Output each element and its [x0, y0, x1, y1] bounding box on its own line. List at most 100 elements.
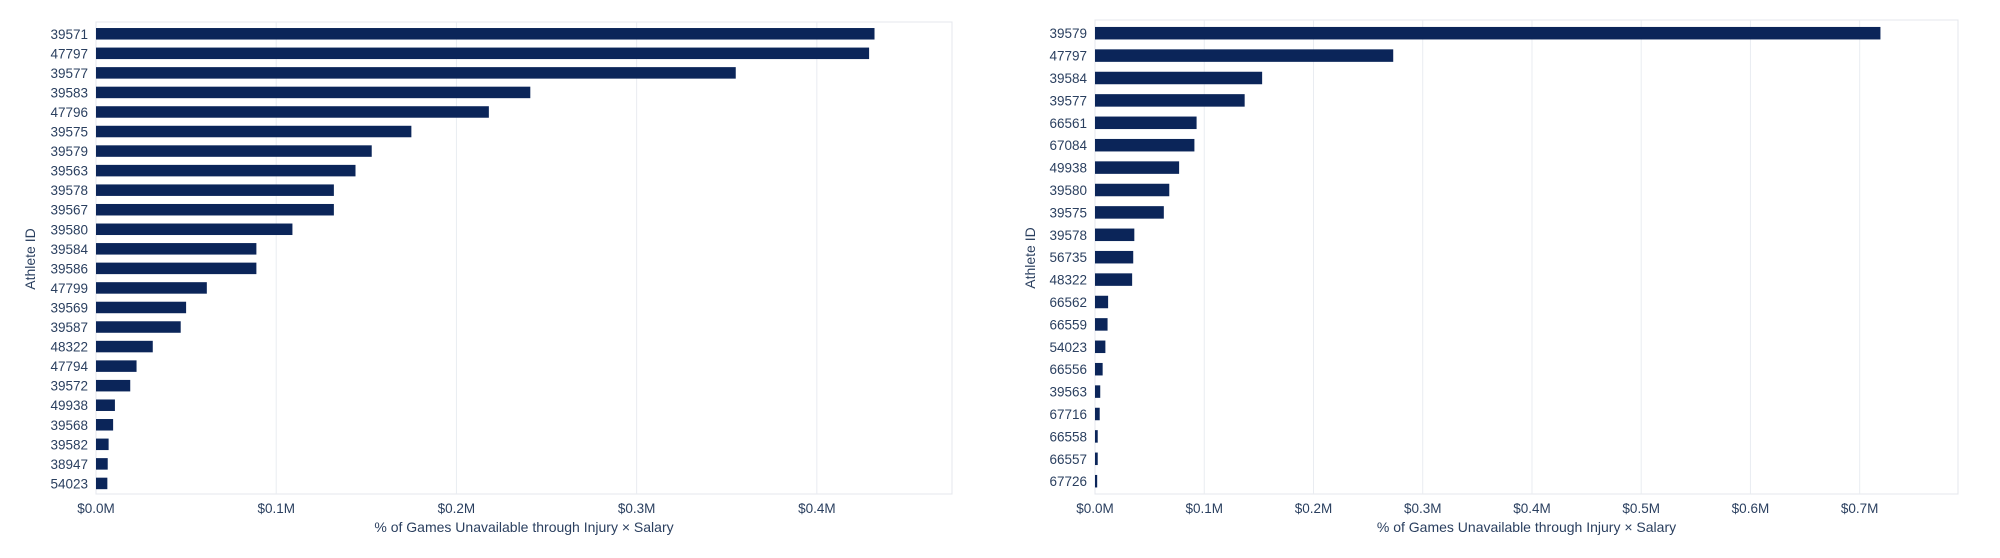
y-tick-label: 39582: [50, 437, 88, 452]
bar: [96, 67, 736, 79]
bar: [1095, 138, 1195, 152]
bar: [96, 106, 489, 118]
bar: [96, 28, 875, 40]
bar: [96, 47, 870, 60]
y-tick-label: 39584: [50, 242, 88, 257]
bar: [1095, 228, 1135, 242]
y-tick-label: 39563: [1049, 385, 1087, 400]
bar: [1095, 94, 1245, 107]
bar: [96, 125, 412, 138]
y-tick-label: 49938: [50, 398, 88, 413]
bar: [96, 86, 531, 99]
y-tick-label: 39580: [1049, 183, 1087, 198]
bar: [96, 164, 356, 177]
y-tick-label: 39563: [50, 164, 88, 179]
bar: [96, 321, 181, 333]
y-tick-label: 47797: [50, 46, 88, 61]
x-tick-label: $0.5M: [1622, 501, 1660, 516]
x-tick-label: $0.2M: [438, 501, 476, 516]
bar: [96, 458, 108, 470]
plot-frame: [95, 21, 953, 495]
x-tick-label: $0.1M: [257, 501, 295, 516]
y-tick-label: 39572: [50, 379, 88, 394]
y-tick-label: 39567: [50, 203, 88, 218]
y-tick-label: 66561: [1049, 116, 1087, 131]
bar: [96, 145, 372, 157]
x-tick-label: $0.4M: [798, 501, 836, 516]
y-tick-label: 66562: [1049, 295, 1087, 310]
y-tick-label: 48322: [50, 340, 88, 355]
y-tick-label: 39583: [50, 85, 88, 100]
bar: [96, 262, 257, 275]
x-tick-label: $0.3M: [1404, 501, 1442, 516]
y-tick-label: 66556: [1049, 362, 1087, 377]
bar: [1095, 474, 1098, 488]
y-tick-label: 39578: [1049, 228, 1087, 243]
bar: [1095, 273, 1133, 286]
y-tick-label: 39568: [50, 418, 88, 433]
bar: [96, 477, 108, 490]
y-axis-title: Athlete ID: [1022, 227, 1038, 288]
y-tick-label: 39587: [50, 320, 88, 335]
bar: [1095, 452, 1098, 466]
x-tick-label: $0.6M: [1732, 501, 1770, 516]
bar: [1095, 295, 1109, 309]
bar: [1095, 49, 1394, 62]
chart-right: $0.0M $0.1M $0.2M $0.3M $0.4M $0.5M $0.6M $0.7M…: [1022, 19, 1959, 535]
bar: [1095, 430, 1098, 443]
y-tick-label: 39577: [50, 66, 88, 81]
x-axis-title: % of Games Unavailable through Injury × …: [1377, 519, 1676, 535]
x-axis-title: % of Games Unavailable through Injury × …: [374, 519, 673, 535]
bar: [96, 223, 293, 236]
y-tick-label: 39578: [50, 183, 88, 198]
y-tick-label: 47799: [50, 281, 88, 296]
x-tick-label: $0.0M: [1076, 501, 1114, 516]
y-tick-label: 56735: [1049, 250, 1087, 265]
y-tick-label: 54023: [50, 476, 88, 491]
x-tick-label: $0.0M: [77, 501, 115, 516]
bar: [1095, 206, 1164, 219]
y-tick-label: 66557: [1049, 452, 1087, 467]
y-tick-label: 39584: [1049, 71, 1087, 86]
y-tick-label: 39569: [50, 300, 88, 315]
bar: [1095, 161, 1180, 174]
bar: [1095, 71, 1263, 85]
bar: [96, 360, 137, 372]
bar: [1095, 340, 1106, 354]
bar: [1095, 26, 1881, 40]
bar: [96, 243, 257, 255]
y-axis-title: Athlete ID: [22, 228, 38, 289]
x-tick-label: $0.1M: [1185, 501, 1223, 516]
bar: [1095, 385, 1101, 398]
bar: [96, 203, 334, 216]
bar: [96, 419, 114, 431]
y-tick-label: 39580: [50, 222, 88, 237]
y-tick-label: 47797: [1049, 49, 1087, 64]
y-tick-label: 67716: [1049, 407, 1087, 422]
chart-left: $0.0M $0.1M $0.2M $0.3M $0.4M 39571 47797 39577…: [22, 21, 953, 535]
y-tick-label: 67726: [1049, 474, 1087, 489]
x-tick-label: $0.3M: [618, 501, 656, 516]
y-tick-label: 39575: [50, 125, 88, 140]
y-tick-label: 49938: [1049, 161, 1087, 176]
y-tick-label: 39579: [1049, 26, 1087, 41]
y-tick-label: 66559: [1049, 317, 1087, 332]
y-tick-label: 39575: [1049, 205, 1087, 220]
x-tick-label: $0.2M: [1295, 501, 1333, 516]
bar: [96, 301, 187, 314]
bar: [96, 379, 131, 392]
y-tick-label: 48322: [1049, 273, 1087, 288]
y-tick-label: 54023: [1049, 340, 1087, 355]
bar: [1095, 250, 1134, 264]
bar: [96, 282, 207, 294]
y-tick-label: 39579: [50, 144, 88, 159]
y-tick-label: 39571: [50, 27, 88, 42]
y-tick-label: 66558: [1049, 429, 1087, 444]
bar: [96, 340, 153, 353]
bar: [96, 399, 115, 411]
bar: [96, 184, 334, 196]
bar: [1095, 116, 1197, 130]
x-tick-label: $0.4M: [1513, 501, 1551, 516]
plot-frame: [1094, 19, 1959, 495]
